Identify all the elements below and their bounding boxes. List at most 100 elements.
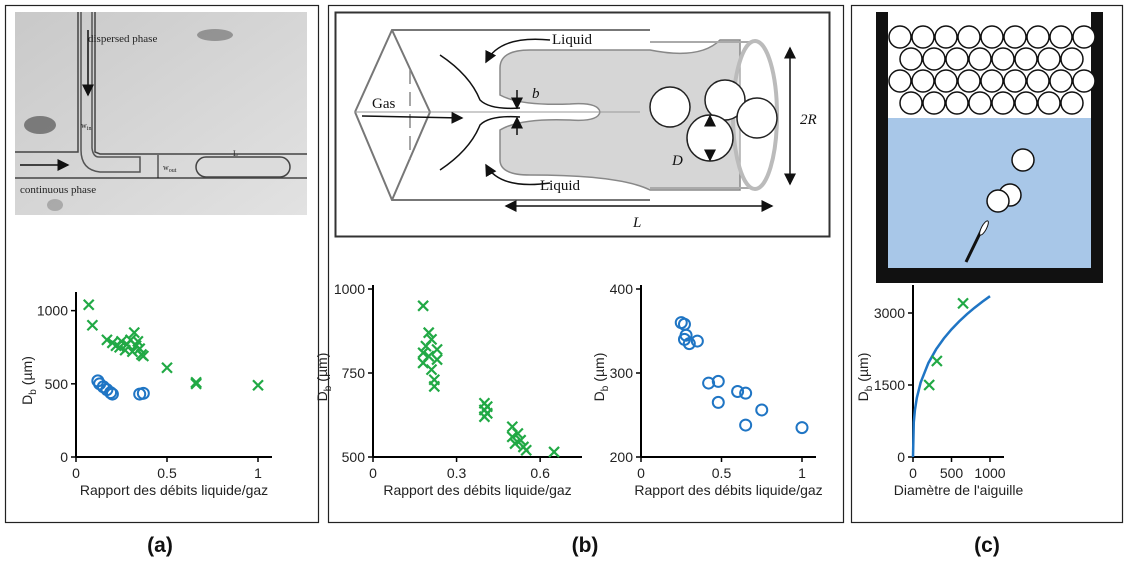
y-axis-label: Db (µm) bbox=[19, 356, 39, 405]
point bbox=[137, 350, 150, 362]
point bbox=[431, 353, 443, 366]
point bbox=[161, 361, 173, 374]
point bbox=[690, 334, 704, 348]
y-axis-label: Db (µm) bbox=[314, 353, 334, 402]
point bbox=[739, 386, 753, 400]
foam-bubble bbox=[1014, 47, 1038, 71]
y-tick-label: 750 bbox=[342, 365, 366, 381]
x-tick-label: 0 bbox=[909, 465, 917, 481]
point bbox=[422, 350, 435, 362]
photo-label: dispersed phase bbox=[88, 33, 157, 45]
panel-frame bbox=[850, 4, 1124, 524]
foam-bubble bbox=[1060, 91, 1084, 115]
panel-frame bbox=[4, 4, 320, 524]
x-tick-label: 0.5 bbox=[712, 465, 732, 481]
foam-bubble bbox=[899, 91, 923, 115]
x-tick-label: 0.3 bbox=[447, 465, 467, 481]
x-tick-label: 1 bbox=[254, 465, 262, 481]
flow-focusing-diagram: Liquid Gas b 2R D Liquid L bbox=[334, 11, 831, 238]
x-axis-label: Rapport des débits liquide/gaz bbox=[383, 482, 571, 498]
point bbox=[679, 328, 693, 342]
y-tick-label: 400 bbox=[610, 281, 634, 297]
diagram-label: Gas bbox=[372, 96, 395, 112]
y-label-sub: b bbox=[600, 385, 611, 391]
point bbox=[86, 319, 99, 332]
y-tick-label: 300 bbox=[610, 365, 634, 381]
foam-bubble bbox=[968, 47, 992, 71]
y-tick-label: 1000 bbox=[37, 303, 68, 319]
point bbox=[755, 403, 769, 417]
foam-bubble bbox=[1049, 69, 1073, 93]
y-label-unit: (µm) bbox=[591, 353, 607, 382]
point bbox=[425, 333, 438, 346]
x-axis-label: Rapport des débits liquide/gaz bbox=[634, 482, 822, 498]
photo-label: continuous phase bbox=[20, 184, 96, 196]
point bbox=[417, 300, 429, 312]
x-tick-label: 0.5 bbox=[157, 465, 177, 481]
point bbox=[514, 434, 527, 446]
point bbox=[711, 395, 725, 409]
point bbox=[101, 334, 113, 346]
panel-label: (a) bbox=[147, 534, 173, 557]
x-tick-label: 0 bbox=[72, 465, 80, 481]
foam-bubble bbox=[922, 47, 946, 71]
panel-frame bbox=[327, 4, 845, 524]
foam-bubble bbox=[1003, 69, 1027, 93]
foam-bubble bbox=[1026, 25, 1050, 49]
foam-bubble bbox=[911, 69, 935, 93]
y-tick-label: 500 bbox=[342, 449, 366, 465]
diagram-label: Liquid bbox=[540, 178, 580, 194]
photo-label: wout bbox=[163, 163, 177, 174]
x-axis-label: Rapport des débits liquide/gaz bbox=[80, 482, 268, 498]
foam-bubble bbox=[957, 69, 981, 93]
point bbox=[428, 380, 441, 393]
y-tick-label: 3000 bbox=[874, 305, 905, 321]
fit-line bbox=[911, 295, 991, 458]
point bbox=[422, 326, 435, 339]
point bbox=[731, 384, 745, 398]
microfluidic-photo: dispersed phase continuous phase L win w… bbox=[15, 12, 307, 215]
y-axis-label: Db (µm) bbox=[855, 353, 875, 402]
y-tick-label: 200 bbox=[610, 449, 634, 465]
x-tick-label: 1000 bbox=[974, 465, 1005, 481]
point bbox=[431, 343, 443, 356]
y-tick-label: 0 bbox=[897, 449, 905, 465]
point bbox=[548, 446, 560, 458]
x-tick-label: 0 bbox=[369, 465, 377, 481]
x-tick-label: 500 bbox=[940, 465, 964, 481]
foam-bubble bbox=[957, 25, 981, 49]
bubble-column bbox=[876, 12, 1103, 283]
foam-bubble bbox=[899, 47, 923, 71]
foam-bubble bbox=[888, 69, 912, 93]
foam-bubble bbox=[1037, 91, 1061, 115]
x-tick-label: 0.6 bbox=[530, 465, 550, 481]
x-tick-label: 1 bbox=[798, 465, 806, 481]
diagram-label: Liquid bbox=[552, 32, 592, 48]
diagram-label: L bbox=[632, 215, 641, 231]
point bbox=[739, 418, 753, 432]
photo-label: L bbox=[233, 149, 238, 158]
y-tick-label: 1500 bbox=[874, 377, 905, 393]
foam-bubble bbox=[1003, 25, 1027, 49]
foam-bubble bbox=[991, 47, 1015, 71]
foam-bubble bbox=[934, 25, 958, 49]
point bbox=[509, 437, 521, 450]
point bbox=[190, 378, 202, 390]
y-label-main: D bbox=[19, 395, 35, 405]
y-label-unit: (µm) bbox=[855, 353, 871, 382]
foam-bubble bbox=[945, 47, 969, 71]
point bbox=[481, 407, 493, 420]
foam-bubble bbox=[911, 25, 935, 49]
y-tick-label: 0 bbox=[60, 449, 68, 465]
y-label-main: D bbox=[855, 391, 871, 401]
y-label-sub: b bbox=[28, 389, 39, 395]
panel-label: (c) bbox=[974, 534, 1000, 557]
point bbox=[520, 444, 532, 457]
foam-bubble bbox=[1026, 69, 1050, 93]
y-label-sub: b bbox=[323, 385, 334, 391]
point bbox=[104, 386, 118, 400]
foam-bubble bbox=[934, 69, 958, 93]
